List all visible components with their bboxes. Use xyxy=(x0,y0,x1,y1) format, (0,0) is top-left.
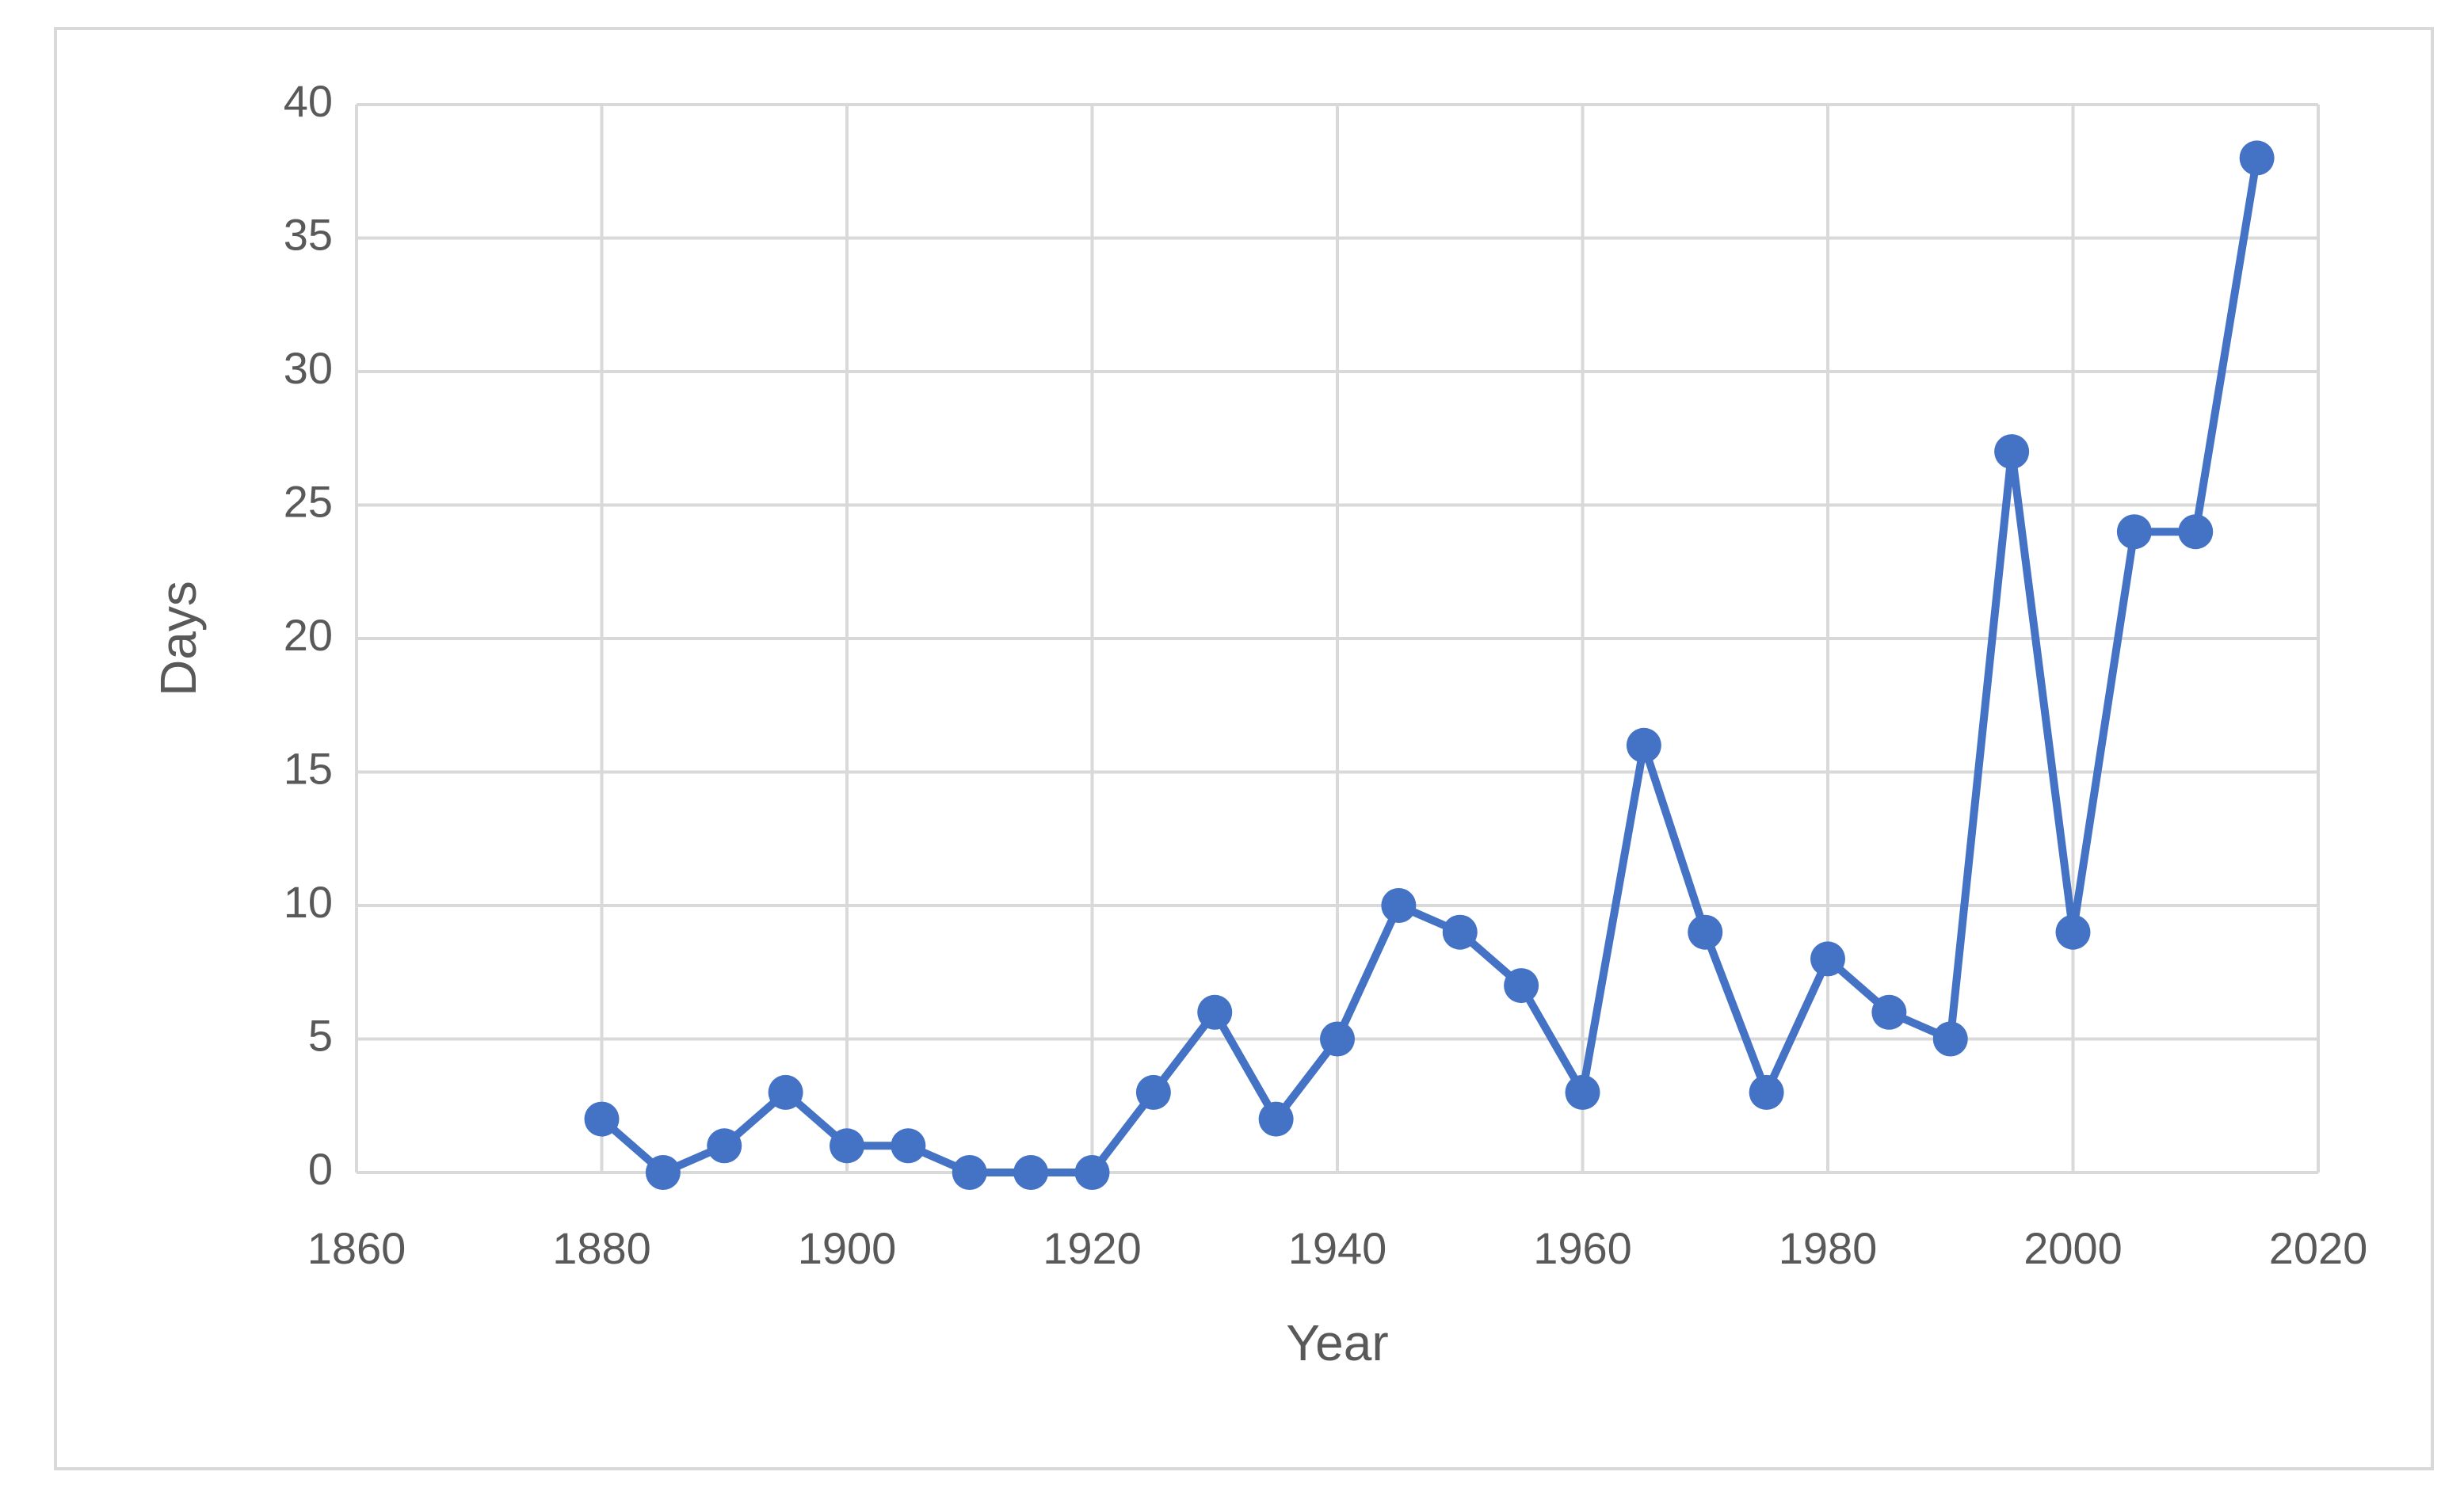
data-point xyxy=(2178,514,2214,550)
data-point xyxy=(1381,888,1417,923)
x-tick-label: 1920 xyxy=(1043,1223,1142,1273)
y-tick-label: 5 xyxy=(308,1010,333,1060)
y-tick-label: 35 xyxy=(284,209,333,259)
data-point xyxy=(1320,1021,1355,1057)
data-point xyxy=(1871,994,1907,1030)
data-point xyxy=(1565,1074,1600,1110)
data-point xyxy=(952,1155,987,1190)
x-tick-label: 1880 xyxy=(552,1223,651,1273)
x-tick-label: 1900 xyxy=(798,1223,897,1273)
x-tick-label: 2020 xyxy=(2269,1223,2368,1273)
x-tick-label: 1960 xyxy=(1533,1223,1632,1273)
data-point xyxy=(1626,727,1661,763)
data-line xyxy=(599,157,2261,1176)
data-point xyxy=(2055,914,2091,950)
x-tick-label: 2000 xyxy=(2023,1223,2123,1273)
data-point xyxy=(1810,941,1845,977)
data-point xyxy=(707,1128,742,1164)
data-point xyxy=(1932,1021,1968,1057)
data-point xyxy=(645,1155,681,1190)
data-point xyxy=(1504,968,1539,1004)
data-point xyxy=(1135,1074,1171,1110)
data-point xyxy=(1688,914,1723,950)
y-axis-label: Days xyxy=(150,581,207,696)
x-tick-label: 1980 xyxy=(1779,1223,1878,1273)
x-tick-label: 1940 xyxy=(1288,1223,1387,1273)
y-tick-label: 30 xyxy=(284,343,333,393)
x-tick-label: 1860 xyxy=(307,1223,406,1273)
data-point xyxy=(2116,514,2152,550)
y-tick-label: 25 xyxy=(284,476,333,526)
data-point xyxy=(2239,140,2275,176)
y-tick-label: 20 xyxy=(284,610,333,660)
data-point xyxy=(1749,1074,1784,1110)
y-tick-label: 10 xyxy=(284,877,333,927)
y-tick-label: 0 xyxy=(308,1144,333,1194)
data-point xyxy=(1994,434,2030,470)
y-tick-label: 40 xyxy=(284,76,333,126)
data-point xyxy=(891,1128,926,1164)
data-point xyxy=(1074,1155,1110,1190)
x-axis-label: Year xyxy=(1286,1314,1388,1371)
y-tick-label: 15 xyxy=(284,743,333,793)
data-point xyxy=(1442,914,1478,950)
data-point xyxy=(1197,994,1233,1030)
data-point xyxy=(830,1128,864,1164)
data-point xyxy=(1258,1101,1294,1137)
data-point xyxy=(584,1101,620,1137)
data-point xyxy=(1013,1155,1049,1190)
data-point xyxy=(768,1074,803,1110)
chart-border xyxy=(54,27,2434,1470)
